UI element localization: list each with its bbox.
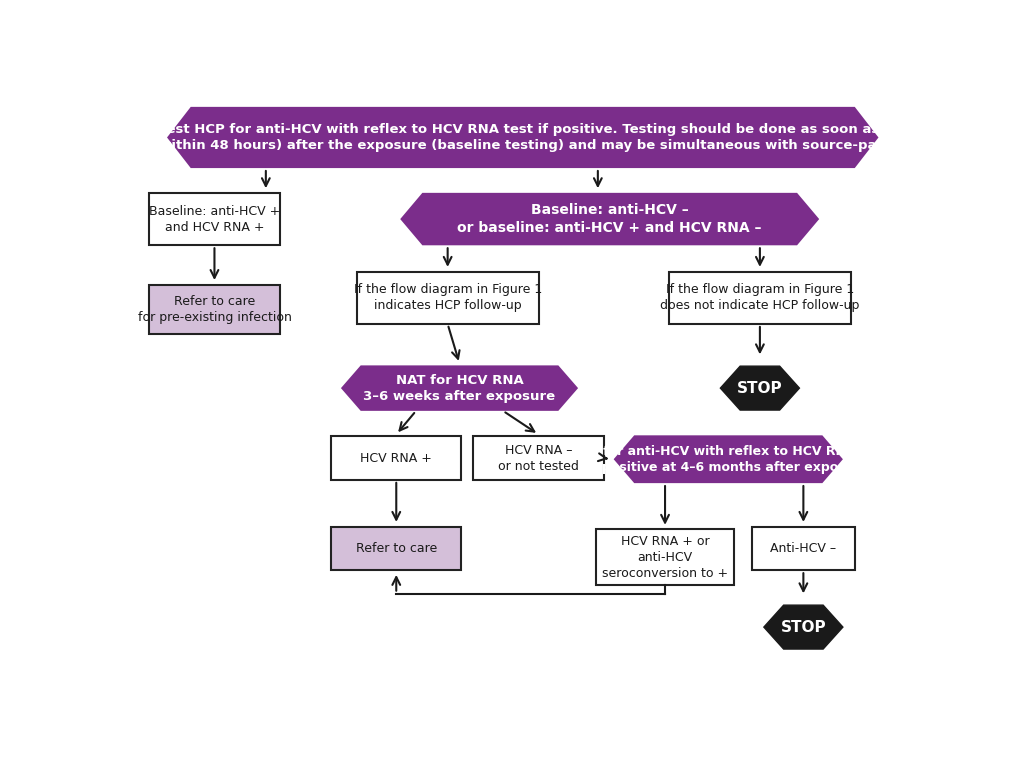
Text: If the flow diagram in Figure 1
indicates HCP follow-up: If the flow diagram in Figure 1 indicate…: [354, 283, 541, 313]
Text: HCV RNA +: HCV RNA +: [360, 452, 432, 465]
FancyBboxPatch shape: [149, 285, 279, 334]
Polygon shape: [340, 366, 578, 411]
Polygon shape: [613, 435, 842, 483]
Text: If the flow diagram in Figure 1
does not indicate HCP follow-up: If the flow diagram in Figure 1 does not…: [659, 283, 859, 313]
Polygon shape: [399, 193, 818, 245]
Text: HCV RNA + or
anti-HCV
seroconversion to +: HCV RNA + or anti-HCV seroconversion to …: [601, 534, 728, 580]
Text: STOP: STOP: [780, 619, 825, 634]
Polygon shape: [167, 107, 877, 168]
FancyBboxPatch shape: [751, 527, 854, 570]
FancyBboxPatch shape: [668, 272, 850, 324]
Polygon shape: [763, 605, 842, 649]
Text: Refer to care: Refer to care: [356, 542, 436, 555]
Text: Test for anti-HCV with reflex to HCV RNA test
if positive at 4–6 months after ex: Test for anti-HCV with reflex to HCV RNA…: [569, 444, 887, 474]
Text: Baseline: anti-HCV –
or baseline: anti-HCV + and HCV RNA –: Baseline: anti-HCV – or baseline: anti-H…: [457, 204, 761, 235]
Text: Initially test HCP for anti-HCV with reflex to HCV RNA test if positive. Testing: Initially test HCP for anti-HCV with ref…: [70, 123, 974, 152]
Text: HCV RNA –
or not tested: HCV RNA – or not tested: [497, 444, 579, 472]
Text: NAT for HCV RNA
3–6 weeks after exposure: NAT for HCV RNA 3–6 weeks after exposure: [363, 374, 555, 403]
Text: STOP: STOP: [737, 381, 782, 396]
FancyBboxPatch shape: [595, 529, 734, 585]
FancyBboxPatch shape: [473, 436, 603, 480]
Text: Refer to care
for pre-existing infection: Refer to care for pre-existing infection: [138, 295, 291, 324]
Text: Anti-HCV –: Anti-HCV –: [769, 542, 836, 555]
Text: Baseline: anti-HCV +
and HCV RNA +: Baseline: anti-HCV + and HCV RNA +: [149, 204, 280, 234]
Polygon shape: [719, 366, 799, 410]
FancyBboxPatch shape: [149, 193, 279, 245]
FancyBboxPatch shape: [357, 272, 538, 324]
FancyBboxPatch shape: [331, 527, 461, 570]
FancyBboxPatch shape: [331, 436, 461, 480]
